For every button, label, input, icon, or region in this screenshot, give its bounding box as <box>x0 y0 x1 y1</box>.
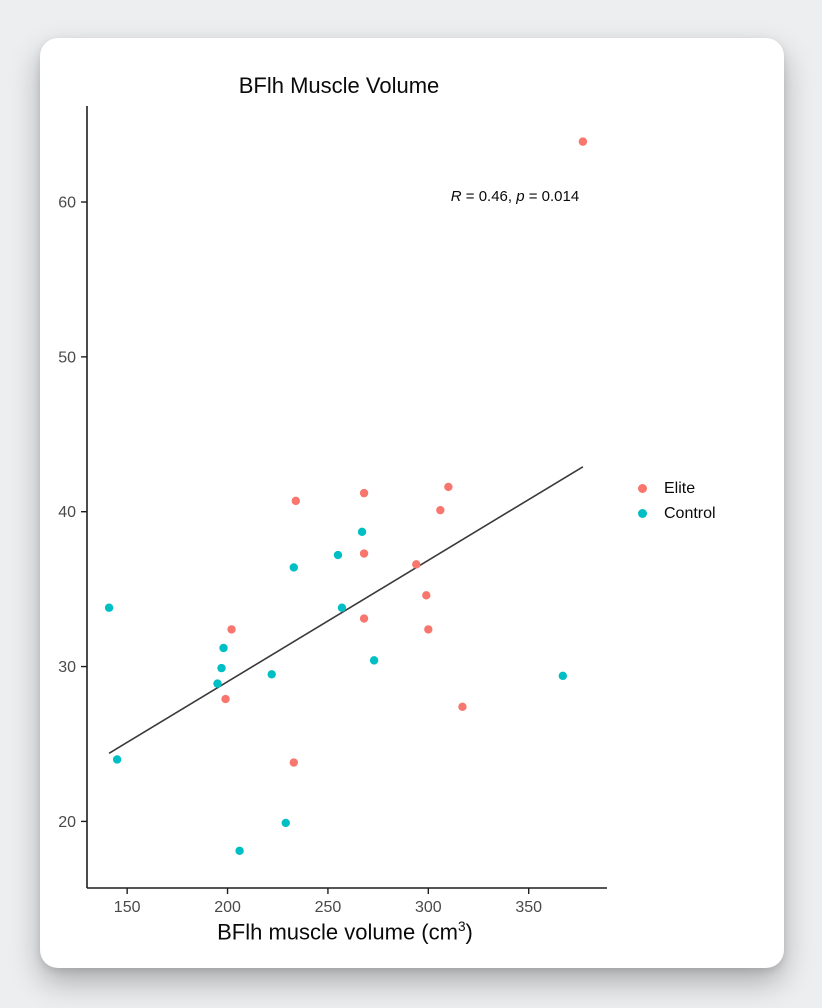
y-tick-label: 40 <box>58 504 76 521</box>
data-point <box>359 488 369 498</box>
x-axis-label-superscript: 3 <box>457 919 466 934</box>
data-point <box>289 563 298 572</box>
data-point <box>289 758 298 767</box>
chart-card: BFlh Muscle Volume 150 200 250 300 350 20 30 40… <box>40 38 784 968</box>
data-point <box>267 670 276 679</box>
x-axis-label-close: ) <box>465 919 473 945</box>
data-point <box>357 527 367 537</box>
y-tick-label: 30 <box>58 659 76 676</box>
y-tick-label: 50 <box>58 349 76 366</box>
data-point <box>227 625 236 634</box>
elite-dot-icon <box>638 484 647 493</box>
data-point <box>235 846 244 856</box>
data-point <box>424 625 433 634</box>
data-point <box>558 671 568 681</box>
data-point <box>458 702 467 712</box>
x-tick-label: 150 <box>114 899 141 916</box>
x-axis-label: BFlh muscle volume (cm3) <box>48 914 642 945</box>
x-tick-label: 250 <box>315 899 342 916</box>
x-tick-label: 300 <box>415 899 442 916</box>
p-value: = 0.014 <box>524 188 580 205</box>
axes <box>86 106 607 889</box>
y-tick-label: 20 <box>58 814 76 831</box>
legend-label-control: Control <box>664 504 716 522</box>
regression-line <box>108 466 584 754</box>
data-point <box>112 755 122 764</box>
data-point <box>219 643 228 653</box>
legend-item-control: Control <box>638 501 716 526</box>
scatter-points-control <box>104 527 568 856</box>
r-value: = 0.46, <box>461 188 517 205</box>
x-tick-label: 350 <box>515 899 542 916</box>
legend-item-elite: Elite <box>638 476 716 501</box>
data-point <box>281 818 290 828</box>
data-point <box>337 603 347 612</box>
scatter-points-elite <box>221 137 588 767</box>
legend-label-elite: Elite <box>664 479 696 497</box>
control-dot-icon <box>638 509 647 518</box>
correlation-annotation: R = 0.46, p = 0.014 <box>365 188 665 205</box>
data-point <box>291 496 301 506</box>
y-tick-label: 60 <box>58 195 76 212</box>
x-tick-label: 200 <box>214 899 241 916</box>
data-point <box>444 482 453 492</box>
legend: Elite Control <box>638 476 716 526</box>
p-symbol: p <box>516 188 525 205</box>
chart-title: BFlh Muscle Volume <box>238 73 440 98</box>
data-point <box>359 549 369 558</box>
r-symbol: R <box>450 188 462 205</box>
data-point <box>217 663 226 673</box>
tick-marks: 150 200 250 300 350 20 30 40 50 60 <box>58 195 542 916</box>
data-point <box>578 137 588 146</box>
data-point <box>104 603 114 612</box>
x-axis-label-text: BFlh muscle volume (cm <box>217 919 458 945</box>
scatter-plot: 150 200 250 300 350 20 30 40 50 60 <box>58 106 607 916</box>
data-point <box>412 560 421 569</box>
data-point <box>213 679 222 688</box>
data-point <box>221 694 230 704</box>
data-point <box>436 505 445 515</box>
data-point <box>422 591 431 600</box>
data-point <box>333 550 343 560</box>
data-point <box>369 656 379 665</box>
data-point <box>359 614 369 623</box>
